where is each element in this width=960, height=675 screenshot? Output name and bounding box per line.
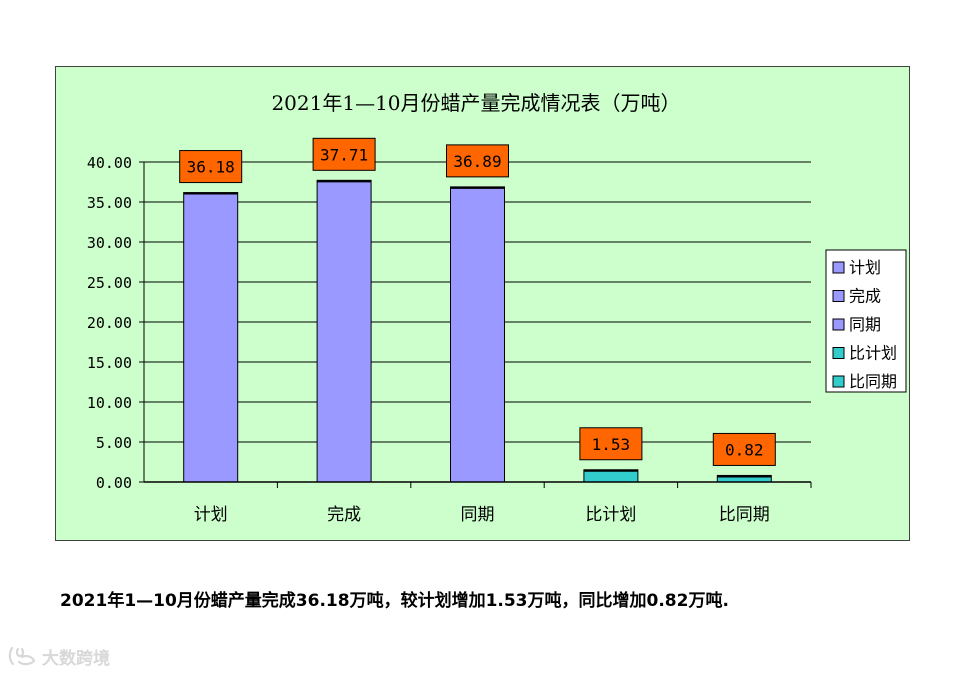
legend-label: 计划 — [849, 258, 881, 277]
y-tick-label: 35.00 — [87, 194, 132, 212]
x-tick-label: 计划 — [194, 505, 228, 525]
bar-1 — [183, 192, 239, 483]
data-label-box — [312, 137, 376, 171]
x-tick-label: 完成 — [327, 505, 361, 525]
legend-label: 比同期 — [849, 372, 897, 391]
legend-swatch — [832, 347, 845, 359]
data-label-box — [712, 432, 776, 466]
brand-logo-icon — [8, 646, 36, 666]
y-tick-label: 25.00 — [87, 274, 132, 292]
y-tick-label: 5.00 — [96, 434, 132, 452]
data-label-box — [579, 427, 643, 461]
bar-chart: 2021年1—10月份蜡产量完成情况表（万吨） 0.00 5.00 10.00 15.… — [87, 91, 907, 525]
x-tick-label: 比同期 — [719, 505, 770, 525]
legend-swatch — [832, 318, 845, 331]
x-tick-label: 比计划 — [585, 505, 636, 525]
chart-frame: 2021年1—10月份蜡产量完成情况表（万吨） 0.00 5.00 10.00 15.… — [55, 66, 910, 541]
bar-3 — [450, 186, 505, 483]
y-tick-label: 15.00 — [87, 354, 132, 372]
y-tick-label: 40.00 — [87, 154, 132, 172]
legend-swatch — [832, 261, 845, 274]
y-tick-label: 20.00 — [87, 314, 132, 332]
data-label-box — [179, 150, 243, 184]
legend-label: 比计划 — [849, 344, 897, 363]
y-tick-label: 0.00 — [96, 474, 132, 492]
y-tick-label: 10.00 — [87, 394, 132, 412]
data-label: 36.18 — [187, 158, 235, 177]
bar-2 — [316, 179, 372, 483]
data-label: 1.53 — [592, 435, 631, 454]
data-label: 37.71 — [320, 145, 368, 164]
x-axis: 计划 完成 同期 比计划 比同期 — [144, 481, 812, 525]
data-labels: 36.18 37.71 36.89 1.53 0.82 — [179, 137, 776, 466]
legend-swatch — [832, 290, 845, 302]
data-label-box — [446, 144, 509, 178]
data-label: 36.89 — [453, 152, 501, 171]
y-tick-label: 30.00 — [87, 234, 132, 252]
watermark-text: 大数跨境 — [42, 648, 110, 669]
watermark: 大数跨境 — [8, 644, 110, 669]
legend-label: 同期 — [849, 315, 881, 334]
chart-title: 2021年1—10月份蜡产量完成情况表（万吨） — [271, 91, 680, 115]
x-tick-label: 同期 — [461, 505, 495, 525]
data-label: 0.82 — [725, 440, 764, 459]
summary-caption: 2021年1—10月份蜡产量完成36.18万吨，较计划增加1.53万吨，同比增加… — [60, 591, 729, 611]
y-axis: 0.00 5.00 10.00 15.00 20.00 25.00 30.00 35.00 40… — [87, 154, 145, 492]
legend-label: 完成 — [849, 287, 881, 306]
bars — [183, 179, 772, 483]
legend-swatch — [832, 375, 845, 388]
